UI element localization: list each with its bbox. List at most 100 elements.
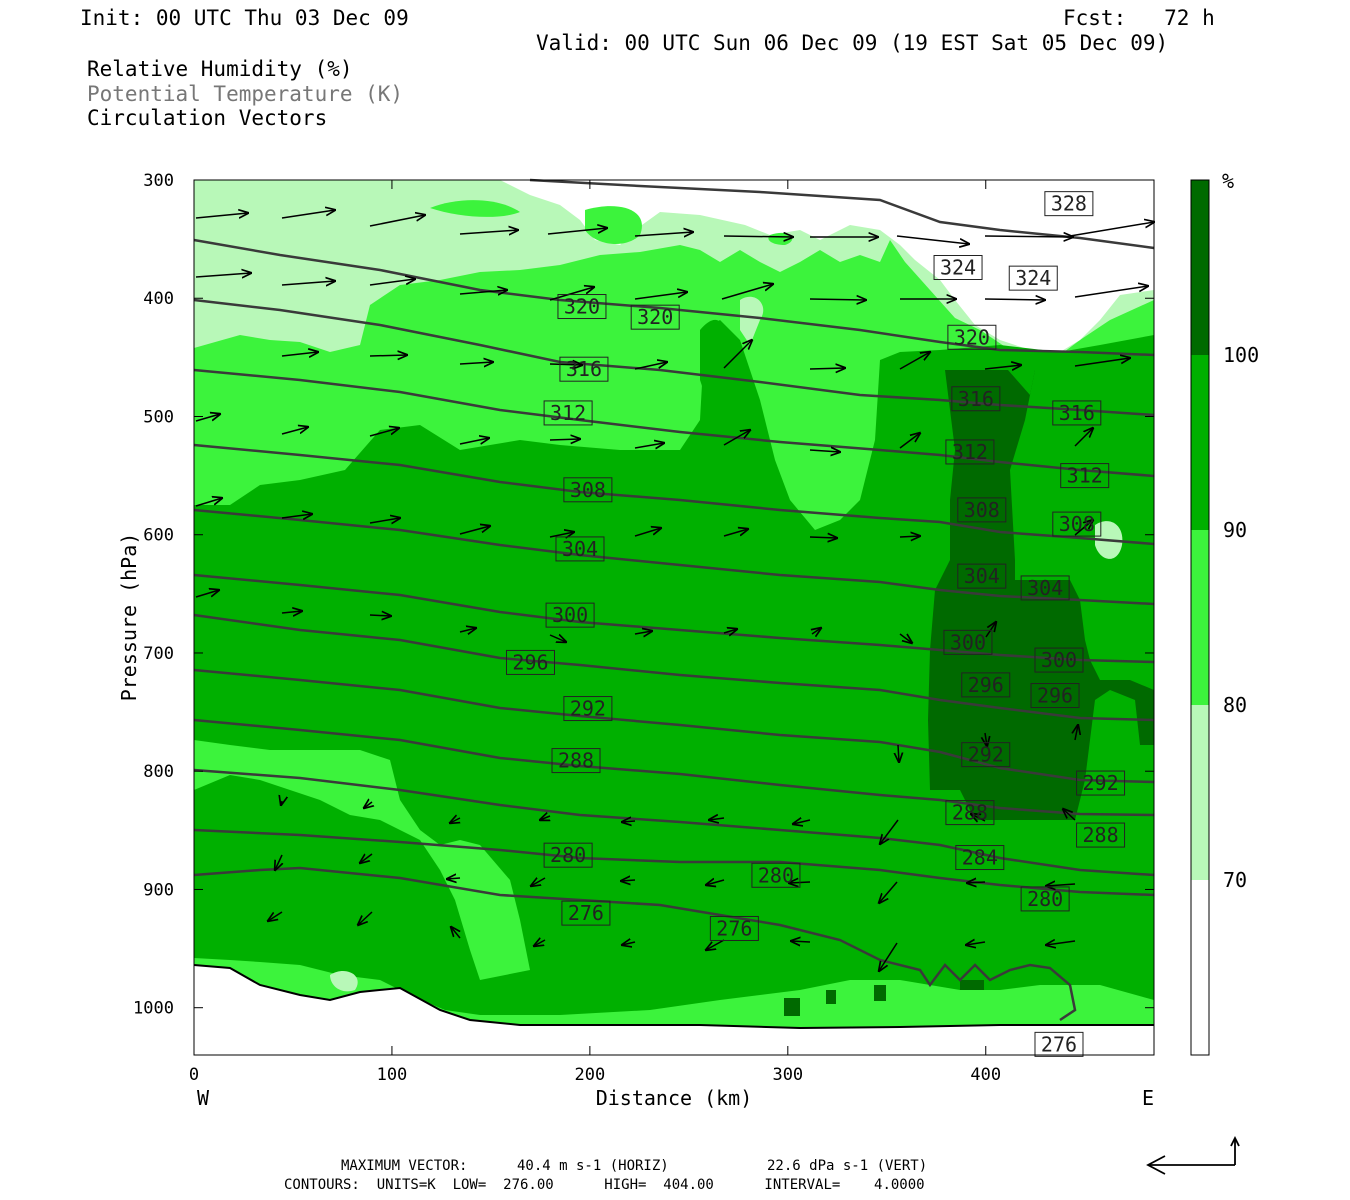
- contour-label-box: [1034, 1031, 1084, 1057]
- contour-label-box: [945, 800, 995, 826]
- contour-label-box: [947, 324, 997, 350]
- contour-label: 296: [1037, 684, 1073, 708]
- y-tick-label: 1000: [133, 999, 174, 1019]
- contour-labels: 328 324 324 320 320 320 316 316 316 312 312 312 308 3…: [505, 191, 1126, 1057]
- x-tick-label: 200: [575, 1065, 606, 1085]
- circulation-vectors: [195, 210, 1154, 971]
- contour-label: 280: [1027, 887, 1063, 911]
- contour-label-box: [1020, 886, 1070, 912]
- contour-label-box: [1030, 683, 1080, 709]
- contour-label: 300: [552, 603, 588, 627]
- contour-label-box: [1060, 463, 1110, 489]
- field-circulation-vectors: Circulation Vectors: [87, 106, 328, 130]
- contour-label: 316: [1059, 401, 1095, 425]
- contour-label-box: [555, 536, 605, 562]
- max-vector-label: MAXIMUM VECTOR:: [341, 1158, 468, 1174]
- y-tick-label: 800: [143, 762, 174, 782]
- contour-label: 304: [562, 537, 598, 561]
- contour-label: 312: [952, 440, 988, 464]
- y-tick-label: 900: [143, 880, 174, 900]
- contour-label-box: [1034, 647, 1084, 673]
- colorbar-swatch-70: [1191, 705, 1209, 880]
- contour-label: 320: [954, 325, 990, 349]
- contour-label: 276: [568, 901, 604, 925]
- contour-label-box: [563, 477, 613, 503]
- contour-label-box: [1020, 575, 1070, 601]
- y-tick-label: 600: [143, 526, 174, 546]
- contour-label: 288: [1082, 823, 1118, 847]
- valid-time: Valid: 00 UTC Sun 06 Dec 09 (19 EST Sat …: [536, 31, 1169, 55]
- contour-label: 296: [968, 673, 1004, 697]
- contour-label-box: [543, 400, 593, 426]
- contour-label-box: [563, 696, 613, 722]
- contour-label: 324: [1015, 266, 1051, 290]
- contour-label: 320: [637, 305, 673, 329]
- contour-label-box: [559, 356, 609, 382]
- contour-label: 308: [570, 478, 606, 502]
- colorbar-level-90: 90: [1223, 518, 1247, 542]
- contour-label-box: [1076, 822, 1126, 848]
- y-tick-label: 300: [143, 171, 174, 191]
- contour-label-box: [933, 255, 983, 280]
- terrain-line: [193, 964, 1154, 1030]
- colorbar: % 100 90 80 70: [1190, 169, 1259, 1056]
- field-relative-humidity: Relative Humidity (%): [87, 57, 353, 81]
- contour-label-box: [557, 294, 607, 320]
- colorbar-unit: %: [1222, 169, 1234, 193]
- contour-label: 312: [1067, 464, 1103, 488]
- max-vector-horizontal: 40.4 m s-1 (HORIZ): [517, 1158, 669, 1174]
- contour-label: 316: [566, 357, 602, 381]
- contour-label-box: [1076, 770, 1126, 796]
- contour-label-box: [751, 862, 801, 888]
- contour-label-box: [561, 900, 611, 926]
- contour-label: 288: [952, 801, 988, 825]
- x-tick-label: 300: [772, 1065, 803, 1085]
- colorbar-swatch-below-70: [1191, 880, 1209, 1055]
- contour-label: 328: [1051, 192, 1087, 216]
- contour-label: 312: [550, 401, 586, 425]
- contour-label-box: [1052, 400, 1102, 426]
- humidity-fill: [194, 180, 1154, 1055]
- x-tick-label: 400: [970, 1065, 1001, 1085]
- contour-label-box: [1052, 511, 1102, 537]
- y-tick-label: 700: [143, 644, 174, 664]
- contour-label: 304: [1027, 576, 1063, 600]
- y-axis-label: Pressure (hPa): [117, 533, 141, 702]
- contour-label-box: [957, 563, 1007, 589]
- y-tick-label: 500: [143, 407, 174, 427]
- theta-contours: [193, 178, 1155, 1022]
- contour-label-box: [709, 915, 759, 941]
- colorbar-level-70: 70: [1223, 868, 1247, 892]
- x-axis-label: Distance (km): [596, 1086, 753, 1110]
- contour-label-box: [1044, 191, 1094, 217]
- max-vector-vertical: 22.6 dPa s-1 (VERT): [767, 1158, 928, 1174]
- contour-label-box: [943, 629, 993, 655]
- contour-label: 280: [550, 843, 586, 867]
- contour-label: 316: [958, 387, 994, 411]
- y-tick-label: 400: [143, 289, 174, 309]
- field-potential-temperature: Potential Temperature (K): [87, 82, 404, 106]
- x-axis: 0 100 200 300 400: [189, 180, 1001, 1085]
- contour-label: 292: [1082, 771, 1118, 795]
- contour-label-box: [961, 672, 1011, 698]
- contour-label-box: [1008, 265, 1058, 291]
- contour-label: 288: [558, 749, 594, 773]
- y-axis: 300 400 500 600 700 800 900 1000: [133, 171, 1154, 1019]
- contour-label-box: [961, 742, 1011, 768]
- colorbar-level-100: 100: [1223, 343, 1259, 367]
- x-tick-label: 0: [189, 1065, 199, 1085]
- contour-label: 276: [1041, 1032, 1077, 1056]
- contour-label-box: [505, 649, 555, 675]
- contour-label: 304: [964, 564, 1000, 588]
- contour-label: 292: [570, 697, 606, 721]
- contour-label: 276: [716, 916, 752, 940]
- contour-label: 308: [964, 498, 1000, 522]
- contour-label-box: [551, 748, 601, 774]
- contour-info: CONTOURS: UNITS=K LOW= 276.00 HIGH= 404.…: [284, 1177, 925, 1193]
- contour-label: 292: [968, 743, 1004, 767]
- contour-label: 324: [940, 256, 976, 280]
- contour-label-box: [630, 304, 680, 330]
- contour-label: 300: [950, 630, 986, 654]
- x-tick-label: 100: [377, 1065, 408, 1085]
